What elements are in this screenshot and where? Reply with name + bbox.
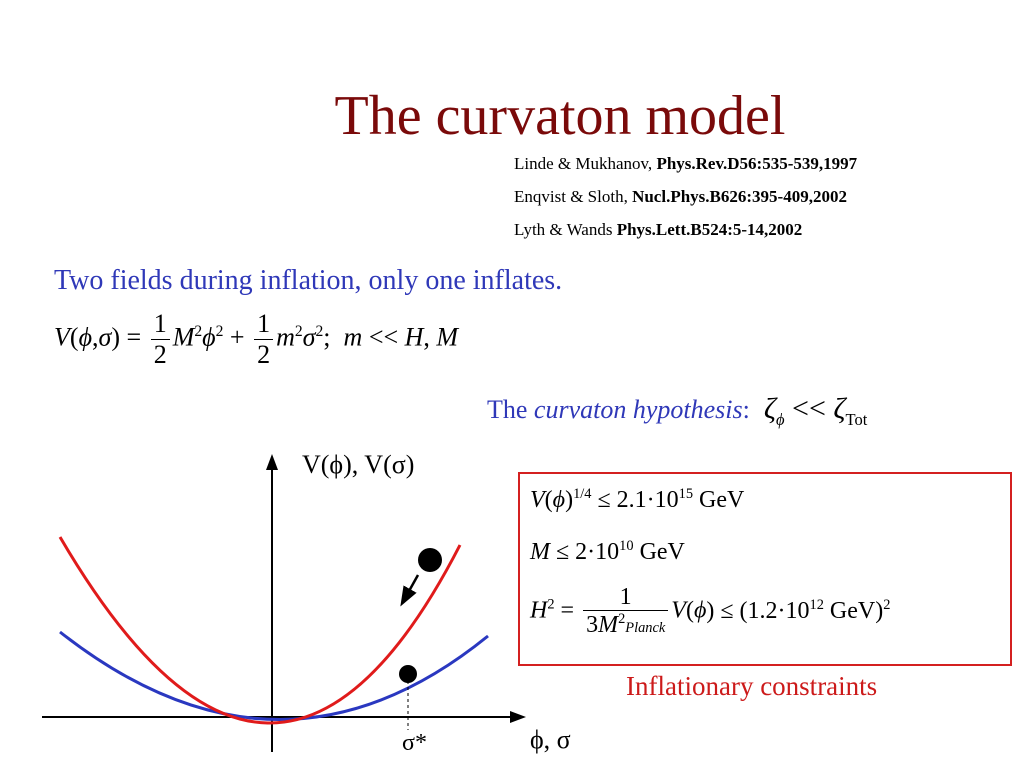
subtitle: Two fields during inflation, only one in… — [54, 265, 563, 296]
constraints-label: Inflationary constraints — [626, 671, 878, 701]
reference-citation: Phys.Rev.D56:535-539,1997 — [656, 154, 858, 173]
hypothesis-emphasis: curvaton hypothesis — [533, 395, 743, 424]
constraint-hubble: H2 = 1 3M2Planck V(ϕ) ≤ (1.2·1012 GeV)2 — [530, 584, 891, 639]
hypothesis-suffix: : — [742, 395, 750, 424]
reference-authors: Linde & Mukhanov, — [514, 154, 657, 173]
reference-authors: Enqvist & Sloth, — [514, 187, 633, 206]
y-axis-label: V(ϕ), V(σ) — [302, 450, 414, 479]
curvaton-hypothesis: The curvaton hypothesis: ζϕ << ζTot — [487, 392, 867, 430]
constraint-potential: V(ϕ)1/4 ≤ 2.1·1015 GeV — [530, 486, 745, 513]
reference-1: Linde & Mukhanov, Phys.Rev.D56:535-539,1… — [514, 155, 857, 172]
sigma-star-label: σ* — [402, 730, 427, 756]
reference-citation: Nucl.Phys.B626:395-409,2002 — [632, 187, 847, 206]
reference-citation: Phys.Lett.B524:5-14,2002 — [616, 220, 803, 239]
inflaton-ball — [418, 548, 442, 572]
x-axis-label: ϕ, σ — [530, 725, 571, 754]
reference-authors: Lyth & Wands — [514, 220, 617, 239]
constraint-mass: M ≤ 2·1010 GeV — [530, 538, 685, 565]
slide-title: The curvaton model — [334, 85, 786, 147]
reference-2: Enqvist & Sloth, Nucl.Phys.B626:395-409,… — [514, 188, 847, 205]
potential-equation: V(ϕ,σ) = 1 2 M2ϕ2 + 1 2 m2σ2; m << H, M — [54, 309, 459, 369]
hypothesis-formula: ζϕ << ζTot — [756, 392, 868, 429]
rolling-arrow — [400, 574, 420, 607]
curvaton-ball — [399, 665, 417, 683]
hypothesis-prefix: The — [487, 395, 534, 424]
reference-3: Lyth & Wands Phys.Lett.B524:5-14,2002 — [514, 221, 802, 238]
constraints-box: V(ϕ)1/4 ≤ 2.1·1015 GeV M ≤ 2·1010 GeV H2… — [518, 472, 1012, 666]
shallow-potential-curve — [59, 630, 489, 721]
steep-potential-curve — [58, 536, 462, 725]
